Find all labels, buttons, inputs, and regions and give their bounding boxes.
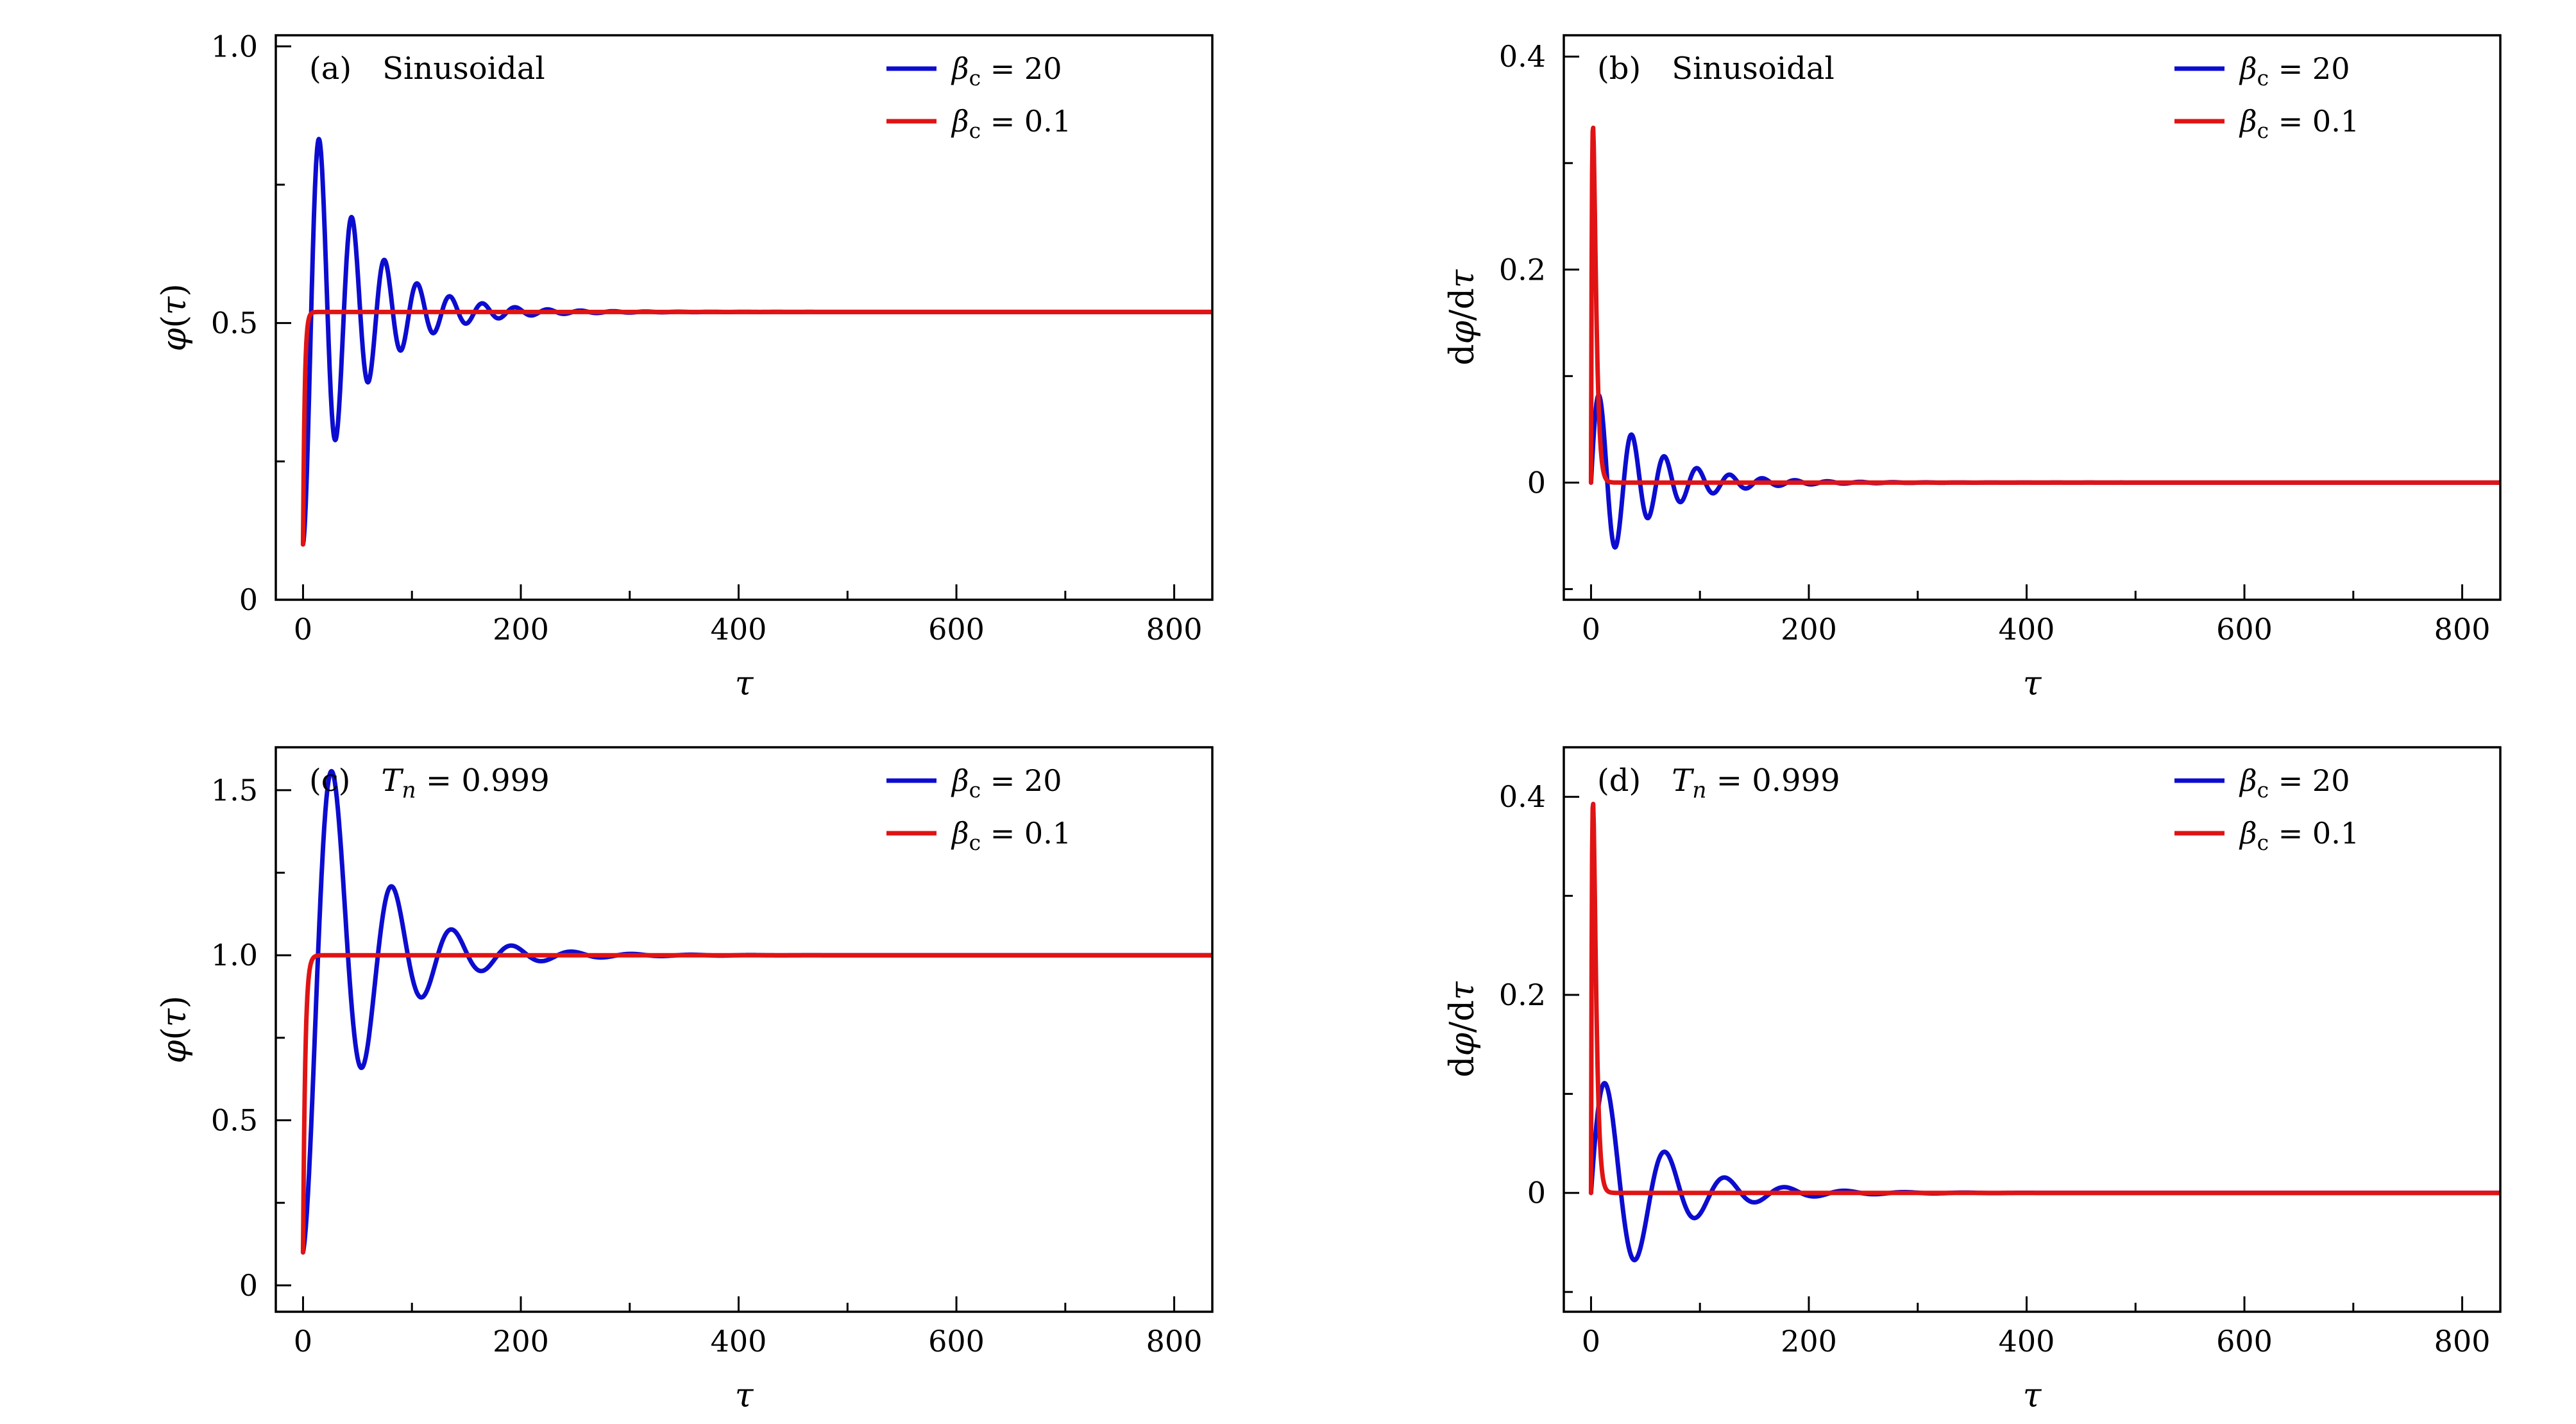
- series-line-beta-c-20: [300, 137, 1212, 547]
- x-tick-label: 400: [1999, 1324, 2055, 1359]
- y-tick-label: 0.5: [211, 1103, 258, 1138]
- panel-c-tn-phase: 0 200 400 600 800 0 0.5 1.0 1.5 τ φ(τ) (c) Tn = 0.99…: [0, 712, 1288, 1424]
- x-tick-label: 400: [711, 612, 767, 647]
- x-tick-label: 0: [294, 612, 312, 647]
- x-tick-label: 800: [1146, 1324, 1203, 1359]
- series-line-beta-c-0.1: [1588, 801, 2500, 1196]
- x-tick-label: 0: [1582, 1324, 1600, 1359]
- tick-marks: [1564, 795, 2464, 1312]
- panel-annotation-label: (b) Sinusoidal: [1597, 51, 1835, 87]
- legend-label: βc = 20: [951, 763, 1062, 802]
- panel-a-sinusoidal-phase: 0 200 400 600 800 0 0.5 1.0 τ φ(τ) (a) Sinusoidal βc…: [0, 0, 1288, 712]
- panel-d-tn-phase-derivative: 0 200 400 600 800 0 0.2 0.4 τ dφ/dτ (d) Tn = 0.999 β…: [1288, 712, 2576, 1424]
- y-tick-label: 0: [1527, 465, 1546, 500]
- y-axis-label: dφ/dτ: [1443, 269, 1482, 366]
- y-tick-label: 1.5: [211, 773, 258, 808]
- chart-c: 0 200 400 600 800 0 0.5 1.0 1.5 τ φ(τ) (c) Tn = 0.99…: [155, 746, 1214, 1415]
- series-line-beta-c-0.1: [300, 309, 1212, 547]
- x-tick-label: 600: [928, 612, 985, 647]
- y-axis-label: dφ/dτ: [1443, 981, 1482, 1078]
- legend-label: βc = 0.1: [2239, 816, 2359, 855]
- tick-marks: [1564, 55, 2464, 600]
- plot-area: [1588, 801, 2500, 1262]
- plot-area: [300, 137, 1212, 547]
- plot-area: [300, 768, 1212, 1255]
- y-axis-label: φ(τ): [155, 284, 194, 352]
- tick-marks: [276, 45, 1176, 601]
- x-tick-label: 200: [493, 1324, 549, 1359]
- y-tick-label: 0.2: [1499, 978, 1546, 1012]
- chart-d: 0 200 400 600 800 0 0.2 0.4 τ dφ/dτ (d) Tn = 0.999 β…: [1443, 746, 2502, 1415]
- chart-b: 0 200 400 600 800 0 0.2 0.4 τ dφ/dτ (b) Sinusoidal β…: [1443, 34, 2502, 703]
- y-tick-label: 0: [239, 1268, 258, 1303]
- x-tick-label: 200: [1781, 1324, 1837, 1359]
- panel-annotation-label: (c) Tn = 0.999: [309, 763, 550, 804]
- x-axis-label: τ: [2023, 665, 2042, 703]
- x-tick-label: 400: [1999, 612, 2055, 647]
- y-tick-label: 0.2: [1499, 252, 1546, 287]
- legend-label: βc = 0.1: [951, 104, 1071, 143]
- legend-label: βc = 20: [2239, 51, 2350, 90]
- axes-frame: [275, 746, 1214, 1313]
- series-line-beta-c-20: [1588, 1081, 2500, 1262]
- legend-label: βc = 20: [951, 51, 1062, 90]
- y-tick-label: 0: [1527, 1176, 1546, 1210]
- legend-label: βc = 0.1: [951, 816, 1071, 855]
- x-tick-label: 800: [1146, 612, 1203, 647]
- x-axis-label: τ: [735, 665, 754, 703]
- axes-frame: [1563, 34, 2502, 601]
- panel-annotation-label: (d) Tn = 0.999: [1597, 763, 1840, 804]
- x-tick-label: 200: [1781, 612, 1837, 647]
- plot-area: [1588, 125, 2500, 550]
- chart-a: 0 200 400 600 800 0 0.5 1.0 τ φ(τ) (a) Sinusoidal βc…: [155, 29, 1214, 703]
- x-tick-label: 800: [2434, 1324, 2491, 1359]
- y-tick-label: 0.4: [1499, 39, 1546, 74]
- legend-label: βc = 20: [2239, 763, 2350, 802]
- series-line-beta-c-0.1: [1588, 125, 2500, 485]
- x-axis-label: τ: [735, 1377, 754, 1415]
- y-axis-label: φ(τ): [155, 996, 194, 1064]
- axes-frame: [1563, 746, 2502, 1313]
- x-tick-label: 400: [711, 1324, 767, 1359]
- series-line-beta-c-20: [300, 768, 1212, 1255]
- y-tick-label: 0.5: [211, 306, 258, 341]
- series-line-beta-c-20: [1588, 393, 2500, 550]
- series-line-beta-c-0.1: [300, 953, 1212, 1255]
- panel-annotation-label: (a) Sinusoidal: [309, 51, 545, 87]
- tick-marks: [276, 789, 1176, 1312]
- legend-label: βc = 0.1: [2239, 104, 2359, 143]
- y-tick-label: 0: [239, 582, 258, 617]
- y-tick-label: 0.4: [1499, 779, 1546, 814]
- x-tick-label: 0: [294, 1324, 312, 1359]
- x-axis-label: τ: [2023, 1377, 2042, 1415]
- y-tick-label: 1.0: [211, 938, 258, 972]
- x-tick-label: 600: [2216, 612, 2273, 647]
- x-tick-label: 600: [2216, 1324, 2273, 1359]
- x-tick-label: 800: [2434, 612, 2491, 647]
- panel-b-sinusoidal-phase-derivative: 0 200 400 600 800 0 0.2 0.4 τ dφ/dτ (b) Sinusoidal β…: [1288, 0, 2576, 712]
- axes-frame: [275, 34, 1214, 601]
- y-tick-label: 1.0: [211, 29, 258, 64]
- x-tick-label: 600: [928, 1324, 985, 1359]
- x-tick-label: 200: [493, 612, 549, 647]
- x-tick-label: 0: [1582, 612, 1600, 647]
